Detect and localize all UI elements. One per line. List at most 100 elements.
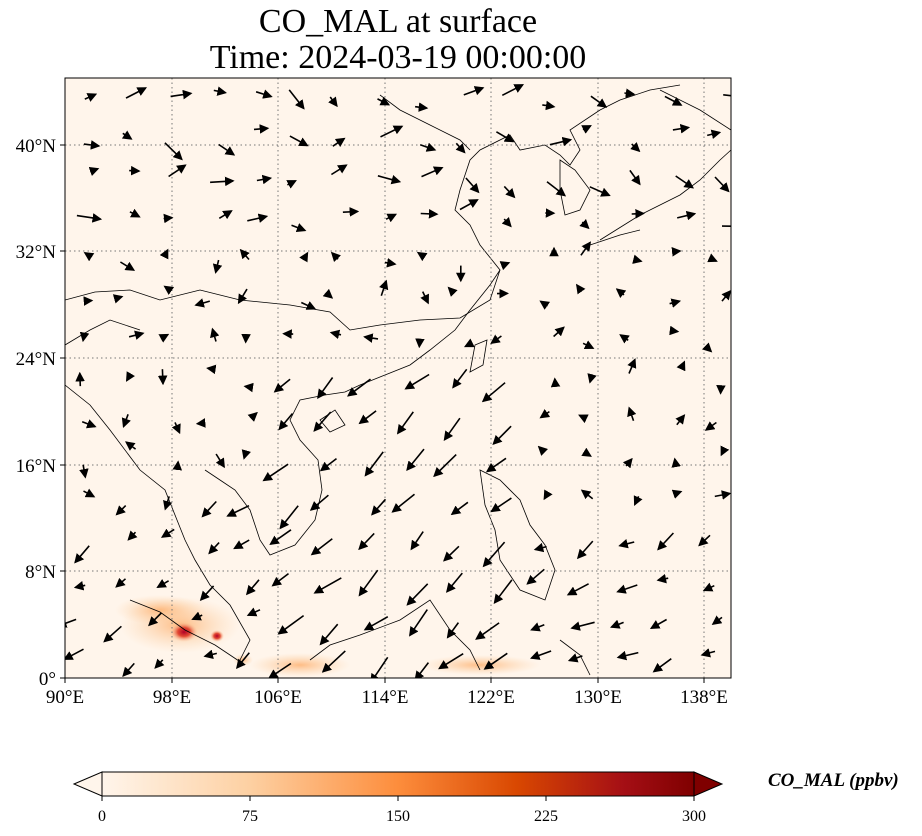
- wind-arrow: [529, 650, 552, 660]
- wind-arrow: [168, 164, 187, 178]
- wind-arrow: [156, 579, 170, 589]
- wind-arrow: [115, 577, 127, 588]
- wind-arrow: [627, 406, 637, 422]
- wind-arrow: [671, 489, 683, 499]
- wind-arrow: [582, 340, 595, 349]
- wind-arrow: [707, 253, 718, 263]
- wind-arrow: [652, 658, 672, 673]
- wind-arrow: [445, 572, 463, 593]
- wind-arrow: [391, 493, 415, 513]
- wind-arrow: [218, 143, 236, 156]
- wind-arrow: [587, 373, 597, 384]
- wind-arrow: [81, 419, 97, 429]
- wind-arrow: [463, 338, 475, 348]
- wind-arrow: [206, 364, 217, 375]
- wind-arrow: [210, 327, 220, 342]
- wind-arrow: [720, 445, 730, 457]
- wind-arrow: [672, 123, 691, 134]
- wind-arrow: [579, 218, 590, 230]
- wind-arrow: [322, 288, 334, 299]
- wind-arrow: [199, 585, 215, 601]
- wind-arrow: [76, 213, 103, 223]
- wind-arrow: [618, 539, 635, 549]
- wind-arrow: [319, 623, 339, 646]
- wind-arrow: [700, 648, 716, 658]
- wind-arrow: [65, 648, 84, 660]
- wind-arrow: [277, 614, 305, 635]
- wind-arrow: [707, 129, 722, 139]
- wind-arrow: [539, 409, 551, 419]
- wind-arrow: [159, 248, 169, 260]
- colorbar-tick-label: 300: [682, 808, 706, 825]
- wind-arrow: [481, 382, 506, 403]
- wind-arrow: [191, 611, 203, 621]
- wind-arrow: [164, 142, 183, 161]
- wind-arrow: [589, 186, 611, 197]
- wind-arrow: [421, 166, 444, 178]
- co-concentration-field: [115, 595, 540, 677]
- wind-arrow: [256, 174, 273, 185]
- wind-arrow: [370, 656, 389, 678]
- wind-arrow: [73, 581, 86, 591]
- wind-arrow: [664, 95, 683, 106]
- wind-arrow: [490, 334, 502, 345]
- lon-tick-label: 138°E: [680, 687, 728, 708]
- wind-arrow: [154, 658, 165, 669]
- wind-arrow: [669, 325, 680, 336]
- wind-arrow: [157, 369, 168, 386]
- wind-arrow: [195, 418, 206, 428]
- wind-arrow: [629, 169, 641, 186]
- wind-arrow: [364, 451, 384, 477]
- wind-arrow: [300, 301, 317, 310]
- wind-arrow: [420, 291, 429, 305]
- wind-arrow: [580, 489, 594, 500]
- wind-arrow: [414, 662, 430, 678]
- wind-arrow: [550, 377, 561, 388]
- wind-arrow: [289, 135, 309, 147]
- wind-arrow: [698, 534, 711, 547]
- wind-arrow: [566, 583, 589, 596]
- wind-arrow: [328, 96, 338, 108]
- wind-arrow: [88, 166, 100, 177]
- wind-arrow: [377, 96, 391, 106]
- wind-arrow: [624, 88, 636, 98]
- wind-arrow: [543, 489, 553, 501]
- colorbar-tick-label: 75: [242, 808, 258, 825]
- wind-arrow: [172, 460, 183, 471]
- wind-arrow: [615, 288, 627, 299]
- wind-arrow: [404, 373, 430, 390]
- wind-arrow: [83, 252, 95, 262]
- wind-arrow: [549, 136, 573, 147]
- lon-tick-label: 106°E: [254, 687, 302, 708]
- wind-arrow: [581, 447, 592, 457]
- wind-arrow: [553, 326, 565, 338]
- wind-arrow: [288, 89, 305, 110]
- wind-arrow: [465, 177, 480, 194]
- wind-arrow: [450, 501, 469, 516]
- wind-arrow: [122, 662, 135, 677]
- wind-arrow: [299, 251, 309, 263]
- wind-arrow: [125, 441, 137, 451]
- wind-arrow: [433, 454, 457, 478]
- wind-arrow: [627, 358, 637, 374]
- wind-arrow: [279, 505, 299, 530]
- wind-arrow: [218, 210, 233, 220]
- wind-arrow: [419, 142, 437, 152]
- wind-vectors: [65, 84, 731, 678]
- wind-arrow: [492, 425, 512, 446]
- wind-arrow: [630, 142, 641, 153]
- wind-arrow: [475, 622, 500, 640]
- wind-arrow: [310, 538, 333, 556]
- wind-arrow: [83, 140, 101, 150]
- wind-arrow: [262, 463, 289, 482]
- axis-ticks: [60, 144, 705, 683]
- wind-arrow: [567, 653, 583, 663]
- wind-arrow: [65, 618, 77, 628]
- wind-arrow: [406, 583, 429, 606]
- wind-arrow: [163, 285, 175, 295]
- wind-arrow: [495, 131, 515, 143]
- wind-arrow: [129, 208, 141, 218]
- wind-arrow: [533, 542, 547, 553]
- wind-arrow: [121, 414, 131, 429]
- wind-arrow: [125, 371, 136, 382]
